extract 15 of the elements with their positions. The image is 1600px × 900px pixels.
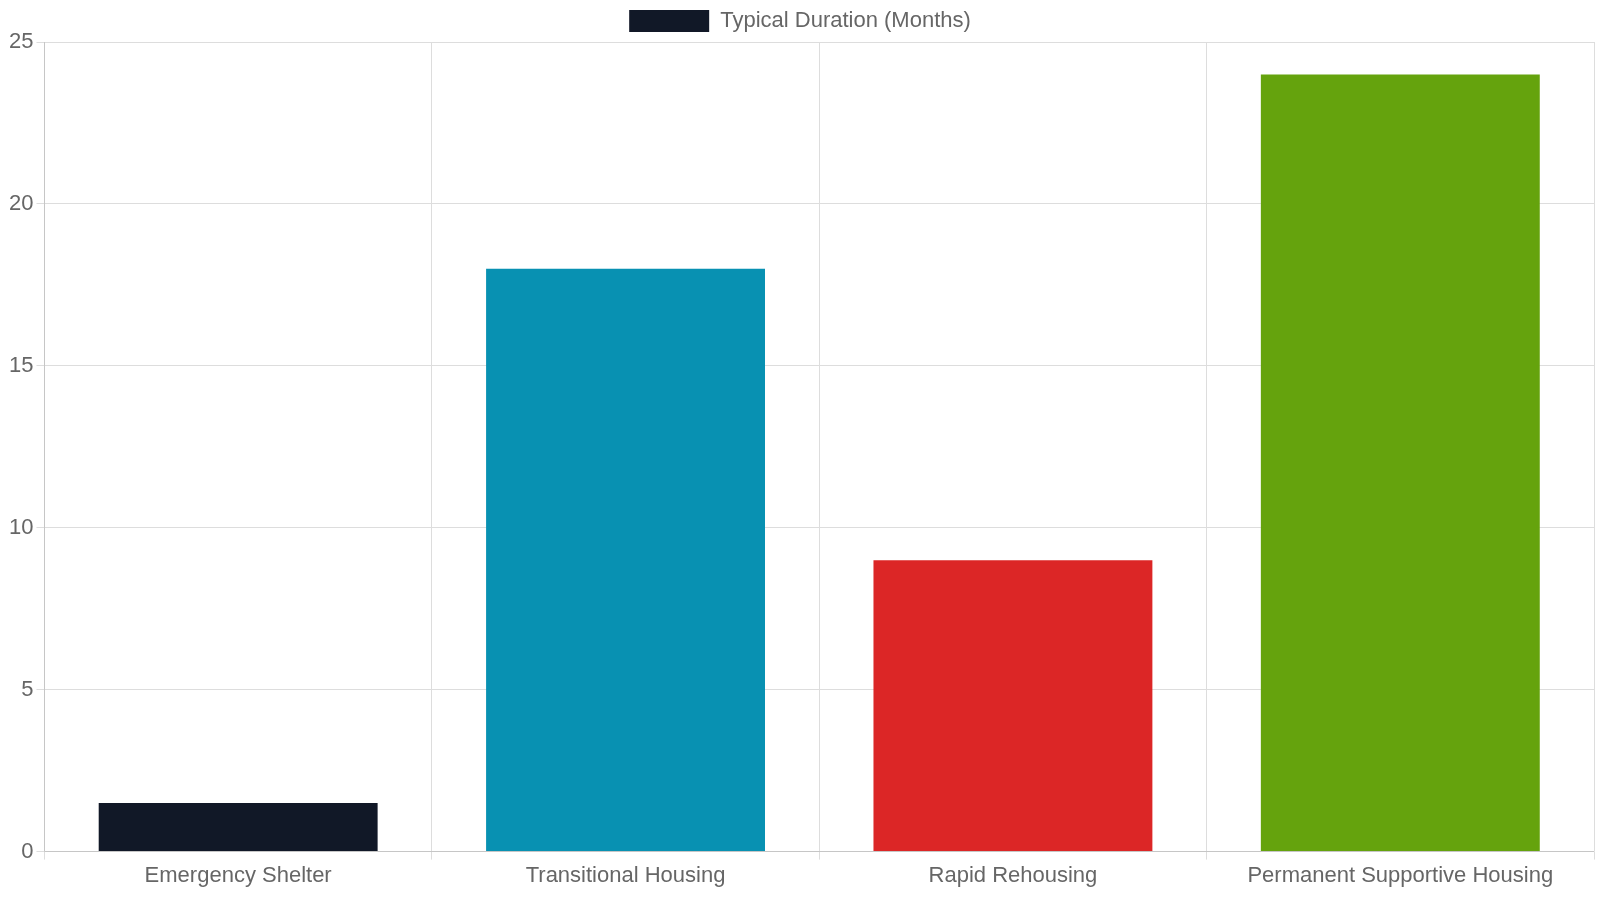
x-tick-label: Transitional Housing — [525, 861, 726, 887]
y-tick-label: 15 — [8, 351, 34, 377]
y-tick-label: 5 — [21, 675, 34, 701]
x-tick-label: Rapid Rehousing — [928, 861, 1098, 887]
bar — [873, 560, 1153, 852]
y-tick-label: 10 — [8, 513, 34, 539]
bar — [486, 268, 765, 852]
legend-label: Typical Duration (Months) — [720, 7, 971, 33]
y-tick-label: 0 — [21, 837, 34, 863]
x-tick-label: Permanent Supportive Housing — [1247, 861, 1554, 887]
x-tick-label: Emergency Shelter — [144, 861, 332, 887]
bar — [98, 803, 378, 852]
bar — [1260, 74, 1540, 852]
y-tick-label: 20 — [8, 189, 34, 215]
y-tick-label: 25 — [8, 28, 34, 54]
